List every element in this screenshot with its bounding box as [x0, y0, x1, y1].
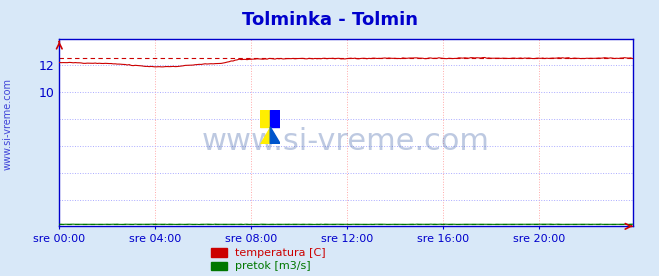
Bar — [211, 248, 227, 257]
Polygon shape — [270, 110, 280, 127]
Polygon shape — [260, 127, 270, 144]
Text: temperatura [C]: temperatura [C] — [235, 248, 326, 258]
Text: pretok [m3/s]: pretok [m3/s] — [235, 261, 310, 271]
Text: www.si-vreme.com: www.si-vreme.com — [3, 78, 13, 170]
Text: Tolminka - Tolmin: Tolminka - Tolmin — [241, 11, 418, 29]
Polygon shape — [270, 127, 280, 144]
Text: www.si-vreme.com: www.si-vreme.com — [202, 127, 490, 156]
Bar — [211, 262, 227, 270]
Bar — [260, 110, 270, 127]
